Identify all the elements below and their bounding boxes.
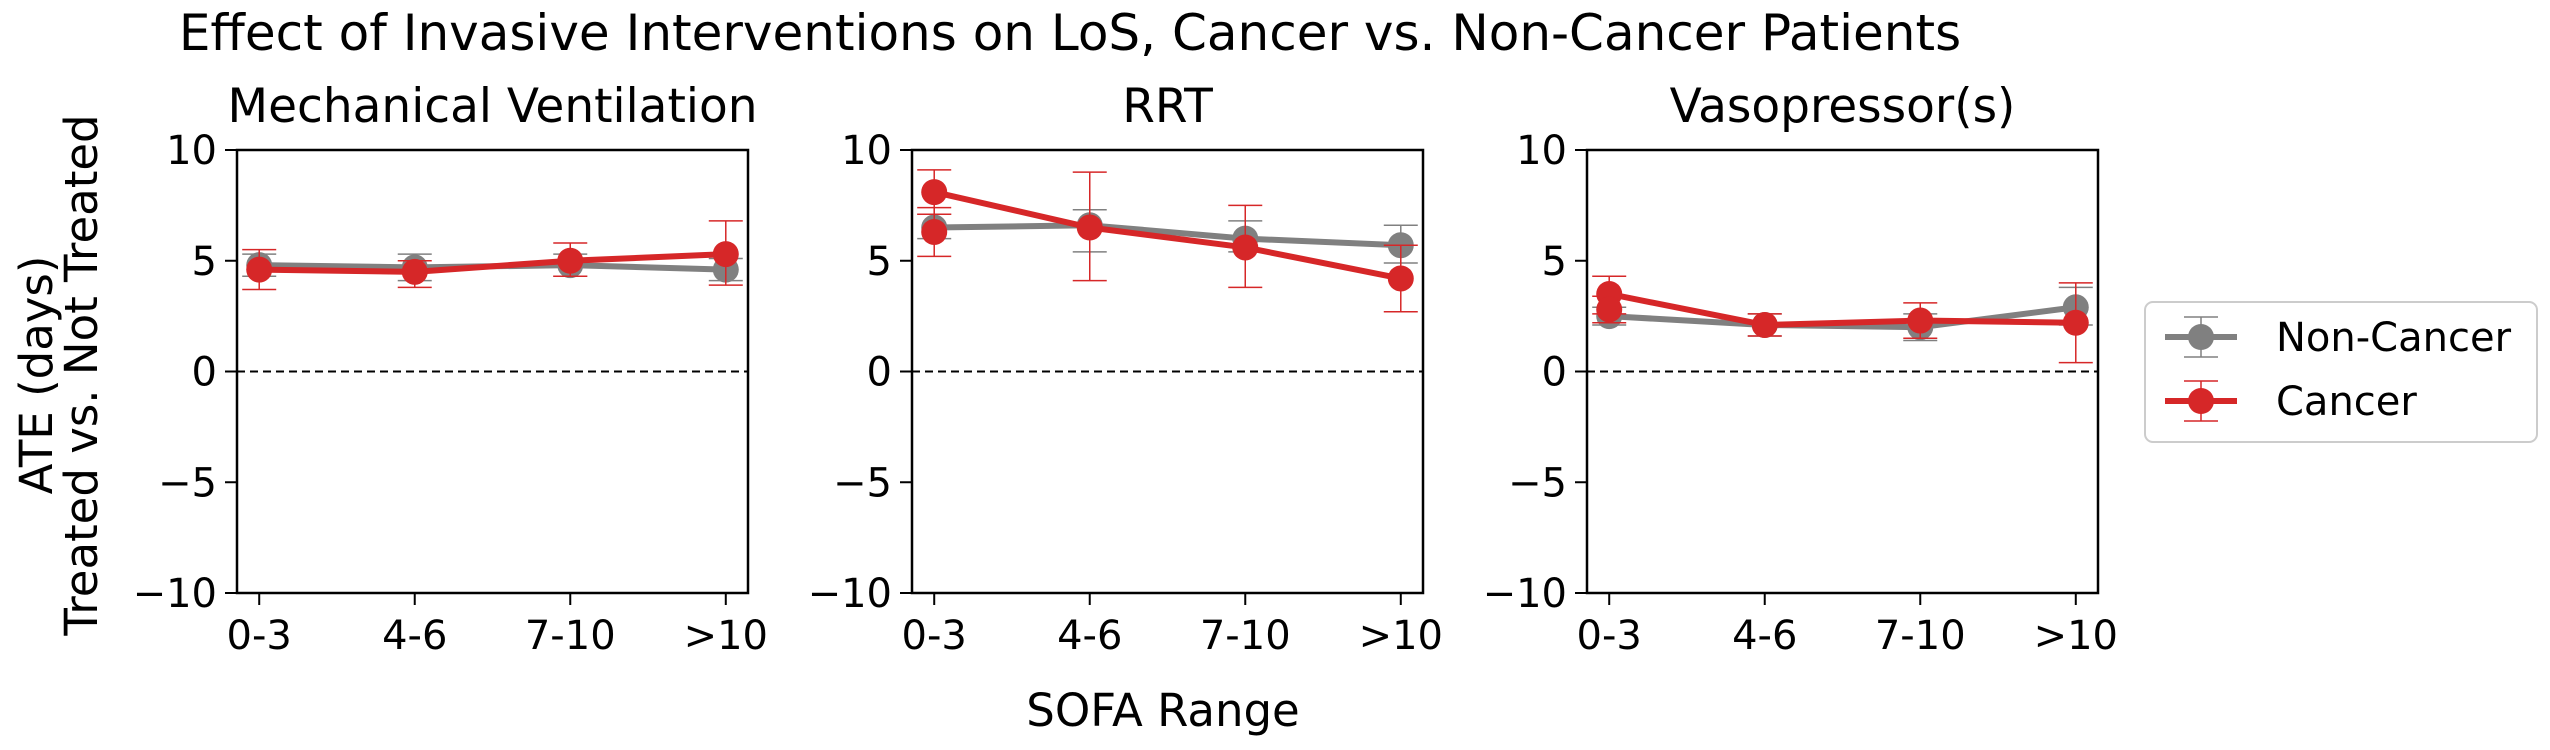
data-point xyxy=(1596,296,1623,323)
figure-title: Effect of Invasive Interventions on LoS,… xyxy=(179,4,1961,62)
y-axis-label: ATE (days) Treated vs. Not Treated xyxy=(10,114,108,636)
subplot-vasopressor-s: Vasopressor(s) 10 5 0 −5 −100-3 4-6 7-10 >10 xyxy=(1483,79,2118,659)
axes-frame xyxy=(235,148,750,595)
x-tick-label: 4-6 xyxy=(1732,613,1797,659)
y-tick-label: −10 xyxy=(1483,571,1567,617)
series-line xyxy=(259,251,726,275)
y-tick-label: 10 xyxy=(841,128,892,174)
y-tick-label: 0 xyxy=(1542,350,1567,396)
y-tick-label: 10 xyxy=(1516,128,1567,174)
data-point xyxy=(246,256,273,283)
x-tick-label: 0-3 xyxy=(1577,613,1642,659)
x-tick-label: 0-3 xyxy=(902,613,967,659)
y-tick-label: 5 xyxy=(1542,239,1567,285)
data-point xyxy=(557,247,584,274)
data-point xyxy=(1907,307,1934,334)
x-tick-label: 7-10 xyxy=(1875,613,1966,659)
subplot-title: RRT xyxy=(1122,79,1213,134)
data-point xyxy=(921,218,948,245)
y-tick-label: 0 xyxy=(192,350,217,396)
series-cancer xyxy=(242,220,743,291)
x-tick-label: 7-10 xyxy=(525,613,616,659)
data-point xyxy=(1076,214,1103,241)
y-tick-label: −10 xyxy=(133,571,217,617)
x-axis-label: SOFA Range xyxy=(1026,684,1299,737)
legend-label-non-cancer: Non-Cancer xyxy=(2276,315,2512,361)
y-axis-label-line1: ATE (days) xyxy=(10,256,63,495)
series-line xyxy=(933,189,1402,282)
legend-marker-cancer xyxy=(2188,388,2214,414)
series-line xyxy=(1608,291,2076,328)
data-point xyxy=(1387,265,1414,292)
series-line xyxy=(1609,304,2077,331)
x-tick-label: 7-10 xyxy=(1200,613,1291,659)
x-tick-label: >10 xyxy=(2034,613,2118,659)
legend-item-non-cancer: Non-Cancer xyxy=(2165,315,2512,361)
y-tick-label: −10 xyxy=(808,571,892,617)
data-point xyxy=(2062,309,2089,336)
y-tick-label: −5 xyxy=(1508,460,1567,506)
series-cancer xyxy=(917,206,952,258)
subplot-rrt: RRT 10 5 0 −5 −100-3 4-6 7-10 >10 xyxy=(808,79,1443,659)
legend-label-cancer: Cancer xyxy=(2276,379,2417,425)
legend-frame xyxy=(2144,301,2538,443)
x-tick-label: >10 xyxy=(1359,613,1443,659)
y-tick-label: 5 xyxy=(192,239,217,285)
axes-frame xyxy=(1585,148,2100,595)
data-point xyxy=(401,258,428,285)
y-tick-label: −5 xyxy=(833,460,892,506)
series-non-cancer xyxy=(1592,286,2093,342)
y-tick-label: 10 xyxy=(166,128,217,174)
x-tick-label: 4-6 xyxy=(382,613,447,659)
x-tick-label: 0-3 xyxy=(227,613,292,659)
data-point xyxy=(1232,234,1259,261)
data-point xyxy=(1751,311,1778,338)
legend-marker-non-cancer xyxy=(2188,324,2214,350)
x-tick-label: >10 xyxy=(684,613,768,659)
series-line xyxy=(934,222,1401,249)
y-axis-label-line2: Treated vs. Not Treated xyxy=(55,114,108,636)
y-tick-label: 5 xyxy=(867,239,892,285)
axes-frame xyxy=(910,148,1425,595)
legend: Non-Cancer Cancer xyxy=(2144,301,2538,443)
subplot-title: Vasopressor(s) xyxy=(1670,79,2016,134)
y-tick-label: 0 xyxy=(867,350,892,396)
data-point xyxy=(712,241,739,268)
x-tick-label: 4-6 xyxy=(1057,613,1122,659)
series-cancer xyxy=(1592,275,2093,364)
subplot-title: Mechanical Ventilation xyxy=(228,79,758,134)
data-point xyxy=(921,179,948,206)
series-cancer xyxy=(917,169,1418,313)
legend-item-cancer: Cancer xyxy=(2165,379,2417,425)
series-cancer xyxy=(1592,295,1627,324)
y-tick-label: −5 xyxy=(158,460,217,506)
